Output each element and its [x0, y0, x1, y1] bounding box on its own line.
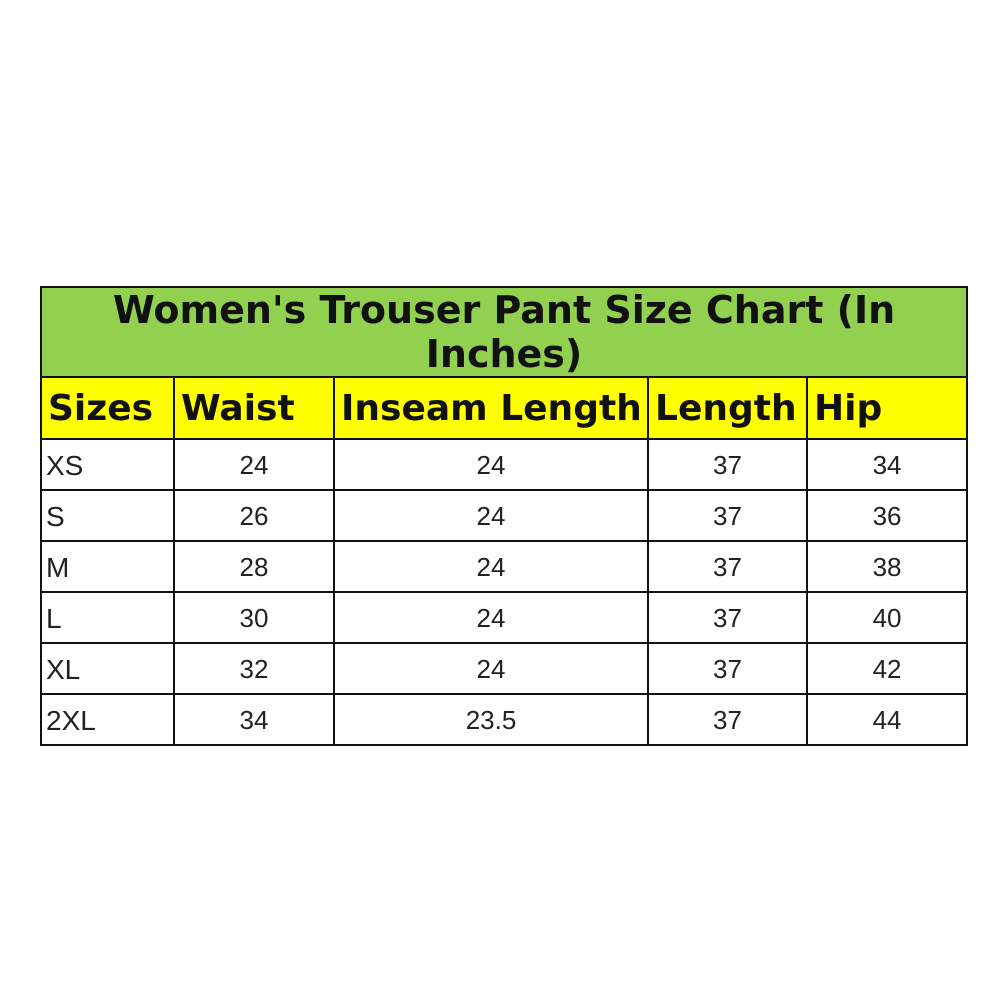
- cell-waist: 24: [173, 438, 335, 491]
- cell-inseam-length: 24: [333, 642, 649, 695]
- cell-length: 37: [647, 693, 808, 746]
- cell-length: 37: [647, 642, 808, 695]
- table-row: L 30 24 37 40: [40, 591, 969, 644]
- table-title: Women's Trouser Pant Size Chart (In Inch…: [39, 286, 969, 378]
- header-sizes: Sizes: [40, 376, 175, 440]
- header-inseam-length: Inseam Length: [333, 376, 649, 440]
- table-row: M 28 24 37 38: [40, 540, 969, 593]
- header-row: Sizes Waist Inseam Length Length Hip: [40, 376, 969, 440]
- table-row: S 26 24 37 36: [40, 489, 969, 542]
- cell-length: 37: [647, 540, 808, 593]
- cell-waist: 32: [173, 642, 335, 695]
- header-length: Length: [647, 376, 808, 440]
- cell-size: M: [40, 540, 175, 593]
- cell-size: L: [40, 591, 175, 644]
- cell-size: S: [40, 489, 175, 542]
- cell-waist: 26: [173, 489, 335, 542]
- cell-waist: 34: [173, 693, 335, 746]
- cell-inseam-length: 24: [333, 489, 649, 542]
- cell-length: 37: [647, 489, 808, 542]
- cell-length: 37: [647, 438, 808, 491]
- cell-hip: 44: [805, 693, 969, 746]
- cell-waist: 30: [173, 591, 335, 644]
- header-waist: Waist: [173, 376, 335, 440]
- cell-size: XS: [40, 438, 175, 491]
- cell-length: 37: [647, 591, 808, 644]
- cell-inseam-length: 24: [333, 540, 649, 593]
- cell-hip: 42: [805, 642, 969, 695]
- cell-size: 2XL: [40, 693, 175, 746]
- cell-waist: 28: [173, 540, 335, 593]
- cell-inseam-length: 24: [333, 591, 649, 644]
- cell-size: XL: [40, 642, 175, 695]
- header-hip: Hip: [805, 376, 969, 440]
- cell-hip: 36: [805, 489, 969, 542]
- cell-inseam-length: 24: [333, 438, 649, 491]
- table-row: XL 32 24 37 42: [40, 642, 969, 695]
- cell-hip: 38: [805, 540, 969, 593]
- size-chart-table: Women's Trouser Pant Size Chart (In Inch…: [39, 286, 969, 746]
- cell-inseam-length: 23.5: [333, 693, 649, 746]
- table-row: 2XL 34 23.5 37 44: [40, 693, 969, 746]
- cell-hip: 40: [805, 591, 969, 644]
- table-row: XS 24 24 37 34: [40, 438, 969, 491]
- cell-hip: 34: [805, 438, 969, 491]
